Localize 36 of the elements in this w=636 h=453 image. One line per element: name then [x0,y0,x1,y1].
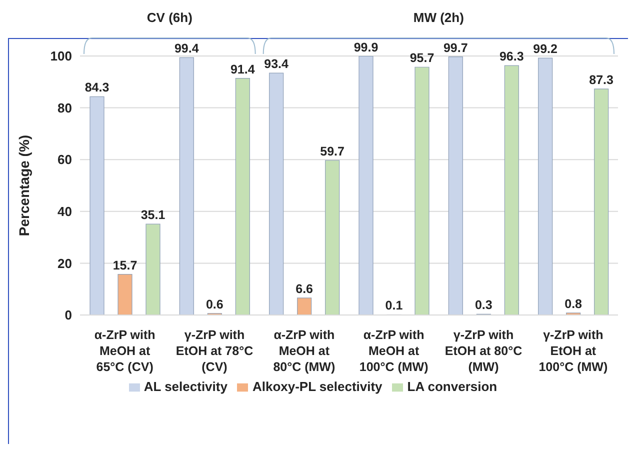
data-label: 99.2 [533,42,558,56]
data-label: 0.3 [474,298,492,312]
data-label: 95.7 [410,51,434,66]
x-tick-label: γ-ZrP with EtOH at 80°C (MW) [444,328,522,374]
x-tick-label: γ-ZrP with EtOH at 78°C (CV) [176,328,254,374]
data-label: 15.7 [112,258,138,272]
data-label: 0.8 [564,296,582,311]
text: CV (6h) [146,10,192,25]
y-tick-label: 20 [58,256,72,271]
x-tick-label: γ-ZrP with EtOH at 100°C (MW) [538,328,608,374]
legend-label: LA conversion [407,379,498,394]
y-tick-label: 40 [58,204,72,220]
legend-label: AL selectivity [144,379,228,394]
data-label: 0.1 [385,298,403,313]
x-tick-label: α-ZrP with MeOH at 65°C (CV) [94,328,156,374]
data-label: 84.3 [84,80,110,95]
data-label: 59.7 [320,144,345,158]
data-label: 35.1 [140,208,166,222]
x-tick-label: α-ZrP with MeOH at 100°C (MW) [359,328,428,374]
y-tick-label: 60 [58,152,72,168]
y-tick-label: 0 [64,308,72,323]
data-label: 87.3 [589,72,614,87]
legend-label: Alkoxy-PL selectivity [252,379,382,394]
data-label: 99.4 [174,42,199,56]
data-label: 93.4 [264,57,289,72]
data-label: 96.3 [499,50,524,64]
x-tick-label: α-ZrP with MeOH at 80°C (MW) [273,328,336,374]
data-label: 0.6 [206,297,224,312]
data-label: 99.7 [443,40,468,55]
text: MW (2h) [413,10,464,25]
data-label: 99.9 [354,40,378,54]
data-label: 91.4 [230,62,255,76]
y-tick-label: 80 [58,100,72,116]
y-axis-title: Percentage (%) [16,134,32,236]
data-label: 6.6 [296,282,314,296]
y-tick-label: 100 [50,48,72,64]
